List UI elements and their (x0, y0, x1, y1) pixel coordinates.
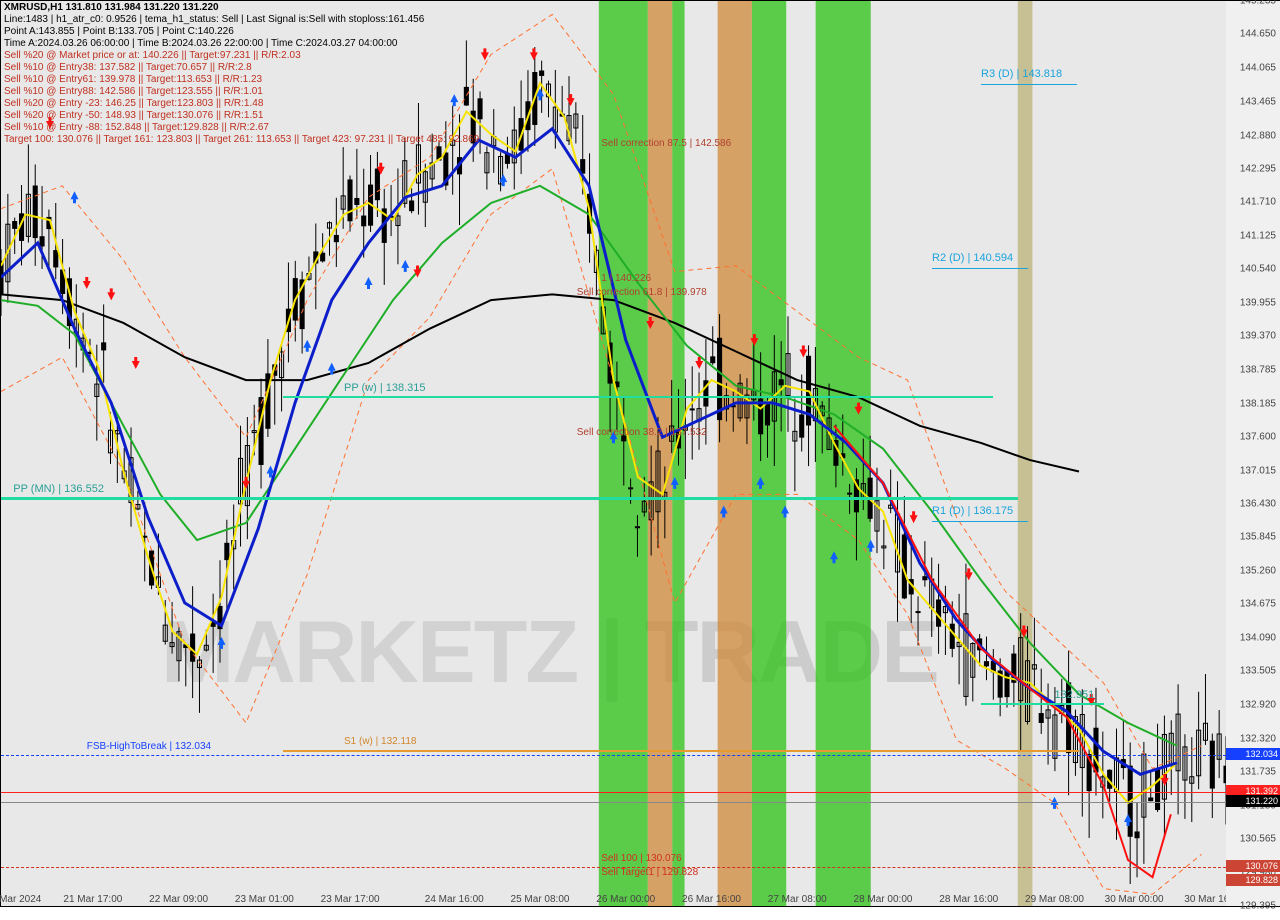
y-tick: 142.880 (1240, 130, 1276, 141)
y-tick: 129.395 (1240, 901, 1276, 912)
price-tag: 132.034 (1226, 748, 1280, 760)
x-tick: 21 Mar 17:00 (63, 894, 122, 905)
level-label: 1 | 140.226 (601, 273, 651, 284)
y-tick: 139.370 (1240, 331, 1276, 342)
level-label: Sell 100 | 130.076 (601, 853, 681, 864)
level-label: R2 (D) | 140.594 (932, 252, 1013, 264)
x-tick: 25 Mar 08:00 (511, 894, 570, 905)
y-tick: 138.185 (1240, 398, 1276, 409)
y-tick: 144.065 (1240, 62, 1276, 73)
y-tick: 132.320 (1240, 733, 1276, 744)
y-tick: 137.015 (1240, 465, 1276, 476)
x-tick: 29 Mar 08:00 (1025, 894, 1084, 905)
level-label: R3 (D) | 143.818 (981, 68, 1062, 80)
y-tick: 145.235 (1240, 0, 1276, 7)
level-label: PP (w) | 138.315 (344, 382, 426, 394)
y-tick: 138.785 (1240, 364, 1276, 375)
y-tick: 131.735 (1240, 767, 1276, 778)
info-line-signal: Sell %20 @ Entry -23: 146.25 || Target:1… (4, 98, 263, 109)
price-tag: 129.828 (1226, 874, 1280, 886)
y-tick: 139.955 (1240, 297, 1276, 308)
level-label: R1 (D) | 136.175 (932, 505, 1013, 517)
y-tick: 134.090 (1240, 632, 1276, 643)
x-tick: 28 Mar 00:00 (854, 894, 913, 905)
level-line (283, 750, 1079, 752)
info-line-signal: Target 100: 130.076 || Target 161: 123.8… (4, 134, 479, 145)
info-line-signal: Sell %10 @ Entry88: 142.586 || Target:12… (4, 86, 263, 97)
level-label: S1 (w) | 132.118 (344, 736, 416, 747)
info-line-signal: Sell %10 @ Entry61: 139.978 || Target:11… (4, 74, 262, 85)
info-line-signal: Sell %20 @ Entry -50: 148.93 || Target:1… (4, 110, 263, 121)
x-tick: 24 Mar 16:00 (425, 894, 484, 905)
info-line: Time A:2024.03.26 06:00:00 | Time B:2024… (4, 38, 397, 49)
info-line: Point A:143.855 | Point B:133.705 | Poin… (4, 26, 234, 37)
y-tick: 135.260 (1240, 565, 1276, 576)
title: XMRUSD,H1 131.810 131.984 131.220 131.22… (4, 2, 219, 13)
y-tick: 140.540 (1240, 264, 1276, 275)
level-label: 132.951 (1055, 689, 1095, 701)
level-line (981, 703, 1104, 705)
info-line-signal: Sell %10 @ Entry38: 137.582 || Target:70… (4, 62, 252, 73)
y-tick: 134.675 (1240, 599, 1276, 610)
level-label: Sell correction 87.5 | 142.586 (601, 138, 731, 149)
y-tick: 133.505 (1240, 666, 1276, 677)
y-axis: 145.235 144.650 144.065 143.465 142.880 142.2… (1226, 0, 1280, 907)
level-line (283, 396, 994, 398)
y-tick: 141.710 (1240, 197, 1276, 208)
x-tick: 22 Mar 09:00 (149, 894, 208, 905)
price-tag: 131.220 (1226, 795, 1280, 807)
x-tick: 26 Mar 00:00 (596, 894, 655, 905)
level-label: PP (MN) | 136.552 (13, 483, 104, 495)
y-tick: 143.465 (1240, 97, 1276, 108)
price-tag: 130.076 (1226, 860, 1280, 872)
level-label: Sell Target1 | 129.828 (601, 867, 698, 878)
level-label: Sell correction 38.2 | 137.532 (577, 427, 707, 438)
info-line-signal: Sell %20 @ Market price or at: 140.226 |… (4, 50, 301, 61)
level-label: FSB-HighToBreak | 132.034 (87, 741, 211, 752)
x-tick: 21 Mar 2024 (0, 894, 41, 905)
info-line: Line:1483 | h1_atr_c0: 0.9526 | tema_h1_… (4, 14, 424, 25)
x-tick: 23 Mar 01:00 (235, 894, 294, 905)
level-label: Sell correction 61.8 | 139.978 (577, 287, 707, 298)
y-tick: 130.565 (1240, 834, 1276, 845)
level-line (1, 755, 1226, 756)
y-tick: 132.920 (1240, 699, 1276, 710)
x-tick: 28 Mar 16:00 (939, 894, 998, 905)
x-tick: 27 Mar 08:00 (768, 894, 827, 905)
y-tick: 137.600 (1240, 432, 1276, 443)
y-tick: 136.430 (1240, 499, 1276, 510)
info-line-signal: Sell %10 @ Entry -88: 152.848 || Target:… (4, 122, 269, 133)
y-tick: 144.650 (1240, 29, 1276, 40)
x-tick: 26 Mar 16:00 (682, 894, 741, 905)
y-tick: 142.295 (1240, 163, 1276, 174)
x-tick: 23 Mar 17:00 (321, 894, 380, 905)
y-tick: 135.845 (1240, 532, 1276, 543)
y-tick: 141.125 (1240, 230, 1276, 241)
level-line (1, 497, 1018, 500)
x-tick: 30 Mar 00:00 (1105, 894, 1164, 905)
